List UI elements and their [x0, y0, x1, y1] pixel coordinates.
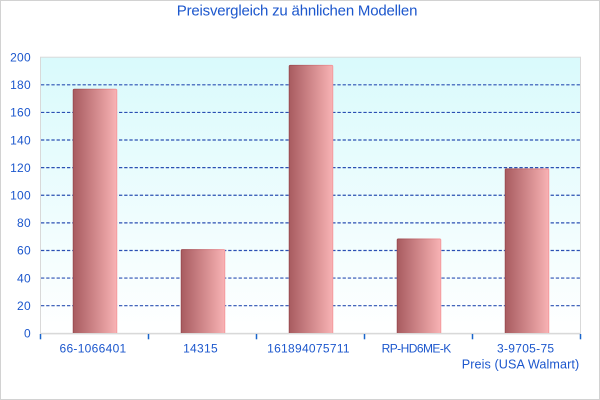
svg-text:80: 80: [17, 216, 31, 230]
svg-text:Preis (USA Walmart): Preis (USA Walmart): [462, 357, 580, 371]
svg-text:66-1066401: 66-1066401: [59, 341, 126, 355]
svg-text:0: 0: [24, 327, 31, 341]
svg-text:200: 200: [10, 51, 31, 65]
svg-text:20: 20: [17, 299, 31, 313]
svg-text:14315: 14315: [183, 341, 218, 355]
svg-text:100: 100: [10, 189, 31, 203]
svg-text:160: 160: [10, 106, 31, 120]
svg-text:120: 120: [10, 161, 31, 175]
svg-text:RP-HD6ME-K: RP-HD6ME-K: [382, 341, 452, 355]
svg-text:161894075711: 161894075711: [267, 341, 350, 355]
svg-text:Preisvergleich zu ähnlichen Mo: Preisvergleich zu ähnlichen Modellen: [177, 3, 417, 20]
svg-text:40: 40: [17, 271, 31, 285]
svg-text:140: 140: [10, 133, 31, 147]
svg-text:60: 60: [17, 244, 31, 258]
svg-text:3-9705-75: 3-9705-75: [497, 341, 554, 355]
svg-text:180: 180: [10, 78, 31, 92]
